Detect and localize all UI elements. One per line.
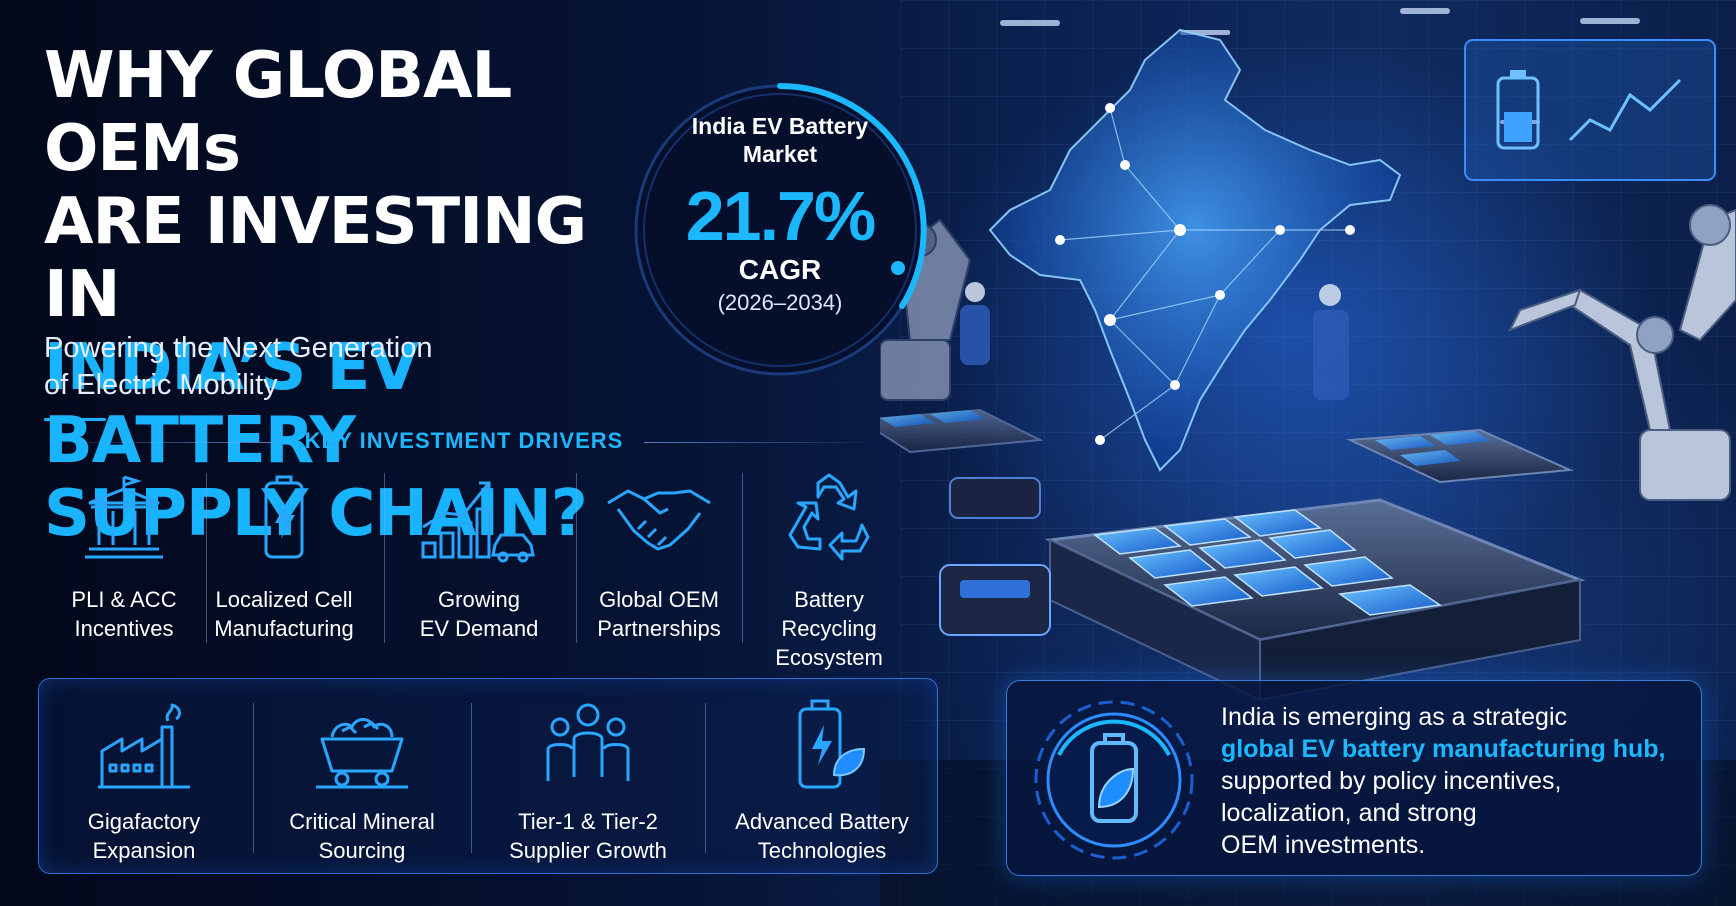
info-text: India is emerging as a strategic global … bbox=[1221, 701, 1691, 861]
title-line-1: WHY GLOBAL OEMs bbox=[44, 39, 512, 186]
subtitle-line-1: Powering the Next Generation bbox=[44, 332, 433, 364]
divider bbox=[206, 473, 207, 643]
panel-label-line-2: Sourcing bbox=[318, 838, 406, 863]
workers bbox=[960, 282, 1349, 400]
agv-robot-small bbox=[949, 477, 1041, 519]
battery-bolt-icon bbox=[264, 475, 304, 559]
driver-label: Growing EV Demand bbox=[389, 585, 569, 643]
india-map bbox=[988, 28, 1402, 472]
driver-label-line-1: PLI & ACC bbox=[71, 587, 177, 612]
driver-critical-mineral: Critical Mineral Sourcing bbox=[257, 679, 467, 875]
cagr-gauge bbox=[634, 83, 927, 376]
battery-pack-tray bbox=[1044, 498, 1586, 702]
gauge-label: India EV Battery Market bbox=[630, 112, 930, 168]
divider bbox=[576, 473, 577, 643]
driver-localized-cell: Localized Cell Manufacturing bbox=[209, 465, 359, 665]
info-line-3: supported by policy incentives, bbox=[1221, 767, 1562, 795]
gauge-unit: CAGR bbox=[738, 254, 822, 285]
panel-label-line-1: Critical Mineral bbox=[289, 809, 435, 834]
mine-cart-icon bbox=[316, 718, 408, 789]
driver-label-line-2: EV Demand bbox=[419, 616, 539, 641]
divider bbox=[705, 703, 706, 853]
panel-label-line-2: Supplier Growth bbox=[509, 838, 667, 863]
panel-item-label: Critical Mineral Sourcing bbox=[257, 807, 467, 865]
info-highlight: global EV battery manufacturing hub, bbox=[1221, 735, 1666, 763]
info-line-4: localization, and strong bbox=[1221, 799, 1477, 827]
heading-line-left bbox=[44, 442, 274, 443]
people-group-icon bbox=[546, 703, 630, 781]
divider bbox=[471, 703, 472, 853]
driver-supplier-growth: Tier-1 & Tier-2 Supplier Growth bbox=[475, 679, 701, 875]
panel-label-line-1: Tier-1 & Tier-2 bbox=[518, 809, 658, 834]
title-line-2: ARE INVESTING IN bbox=[44, 185, 587, 332]
driver-battery-recycling: Battery Recycling Ecosystem bbox=[744, 465, 914, 670]
robotic-arm-right bbox=[1507, 204, 1736, 501]
gauge-value: 21.7% bbox=[685, 177, 876, 255]
driver-pli-acc: PLI & ACC Incentives bbox=[44, 465, 204, 665]
government-building-icon bbox=[85, 475, 163, 559]
panel-item-label: Gigafactory Expansion bbox=[39, 807, 249, 865]
subtitle: Powering the Next Generation of Electric… bbox=[44, 330, 524, 404]
info-line-5: OEM investments. bbox=[1221, 831, 1426, 859]
driver-label-line-1: Localized Cell bbox=[215, 587, 353, 612]
dashboard-screen bbox=[1464, 39, 1716, 181]
battery-leaf-badge-icon bbox=[1034, 700, 1194, 860]
driver-label-line-2: Recycling bbox=[781, 616, 877, 641]
driver-label: Battery Recycling Ecosystem bbox=[744, 585, 914, 672]
secondary-drivers-panel: Gigafactory Expansion Critical Mineral S… bbox=[38, 678, 938, 874]
info-box: India is emerging as a strategic global … bbox=[1006, 680, 1702, 876]
agv-robot bbox=[939, 564, 1051, 636]
gauge-period: (2026–2034) bbox=[717, 290, 843, 315]
page-title: WHY GLOBAL OEMs ARE INVESTING IN INDIA’S… bbox=[44, 40, 664, 551]
driver-advanced-battery: Advanced Battery Technologies bbox=[709, 679, 935, 875]
driver-ev-demand: Growing EV Demand bbox=[389, 465, 569, 665]
panel-item-label: Advanced Battery Technologies bbox=[709, 807, 935, 865]
driver-label-line-1: Battery bbox=[794, 587, 864, 612]
growth-chart-car-icon bbox=[421, 481, 535, 563]
battery-tray-left bbox=[880, 408, 1044, 454]
panel-label-line-1: Gigafactory bbox=[87, 809, 201, 834]
panel-label-line-2: Technologies bbox=[757, 838, 887, 863]
panel-label-line-2: Expansion bbox=[92, 838, 196, 863]
drivers-heading: KEY INVESTMENT DRIVERS bbox=[44, 424, 884, 460]
divider bbox=[253, 703, 254, 853]
battery-tray-back bbox=[1346, 428, 1574, 484]
driver-label: PLI & ACC Incentives bbox=[44, 585, 204, 643]
heading-line-right bbox=[644, 442, 884, 443]
driver-label-line-1: Global OEM bbox=[599, 587, 719, 612]
driver-label-line-2: Incentives bbox=[74, 616, 174, 641]
subtitle-accent-bar bbox=[44, 418, 106, 421]
gauge-label-line-2: Market bbox=[742, 141, 818, 167]
driver-label: Localized Cell Manufacturing bbox=[209, 585, 359, 643]
driver-label: Global OEM Partnerships bbox=[579, 585, 739, 643]
driver-label-line-1: Growing bbox=[438, 587, 520, 612]
recycle-icon bbox=[788, 473, 870, 561]
driver-label-line-2: Partnerships bbox=[597, 616, 721, 641]
subtitle-line-2: of Electric Mobility bbox=[44, 369, 278, 401]
gauge-label-line-1: India EV Battery bbox=[691, 113, 869, 139]
title-line-3: INDIA’S EV BATTERY bbox=[44, 331, 419, 478]
drivers-row: PLI & ACC Incentives Localized Cell Manu… bbox=[44, 465, 904, 670]
gauge-progress-arc bbox=[777, 83, 927, 309]
info-line-1: India is emerging as a strategic bbox=[1221, 703, 1568, 731]
drivers-heading-text: KEY INVESTMENT DRIVERS bbox=[304, 428, 624, 453]
panel-label-line-1: Advanced Battery bbox=[735, 809, 909, 834]
driver-oem-partnerships: Global OEM Partnerships bbox=[579, 465, 739, 665]
gauge-text: India EV Battery Market 21.7% CAGR (2026… bbox=[630, 80, 930, 380]
divider bbox=[742, 473, 743, 643]
driver-label-line-3: Ecosystem bbox=[775, 645, 883, 670]
panel-item-label: Tier-1 & Tier-2 Supplier Growth bbox=[475, 807, 701, 865]
driver-gigafactory: Gigafactory Expansion bbox=[39, 679, 249, 875]
battery-leaf-icon bbox=[798, 699, 866, 789]
divider bbox=[384, 473, 385, 643]
handshake-icon bbox=[607, 489, 711, 551]
factory-icon bbox=[98, 703, 190, 789]
driver-label-line-2: Manufacturing bbox=[214, 616, 354, 641]
